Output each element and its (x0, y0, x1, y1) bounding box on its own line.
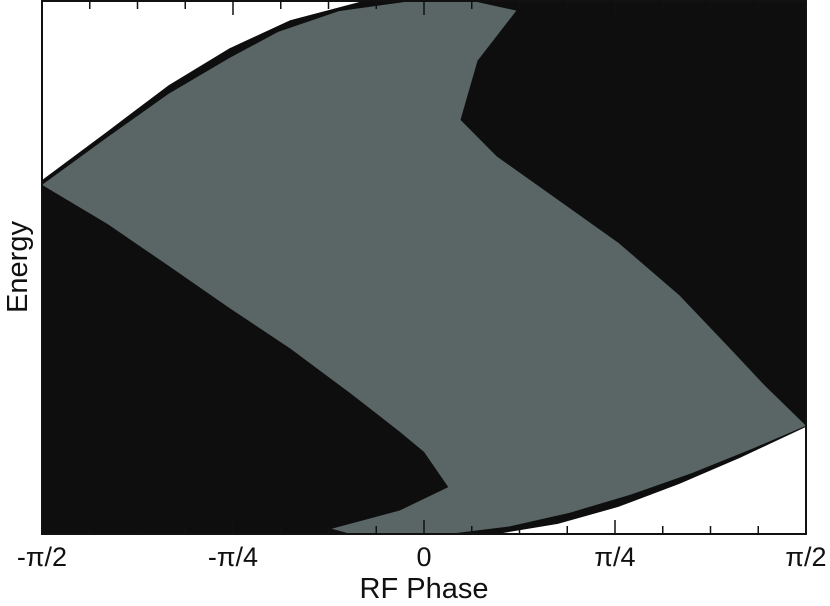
x-tick-label: -π/4 (208, 542, 258, 572)
x-tick-label: π/4 (594, 542, 635, 572)
x-tick-label: 0 (416, 542, 431, 572)
plot-frame (41, 0, 807, 535)
x-tick-label: -π/2 (17, 542, 67, 572)
x-tick-label: π/2 (785, 542, 826, 572)
ticks-layer: -π/2 -π/4 0 π/4 π/2 (17, 1, 827, 572)
x-axis-title: RF Phase (360, 573, 489, 605)
y-axis-title: Energy (2, 221, 34, 313)
band-3 (42, 1, 806, 534)
bands-layer (42, 1, 806, 535)
